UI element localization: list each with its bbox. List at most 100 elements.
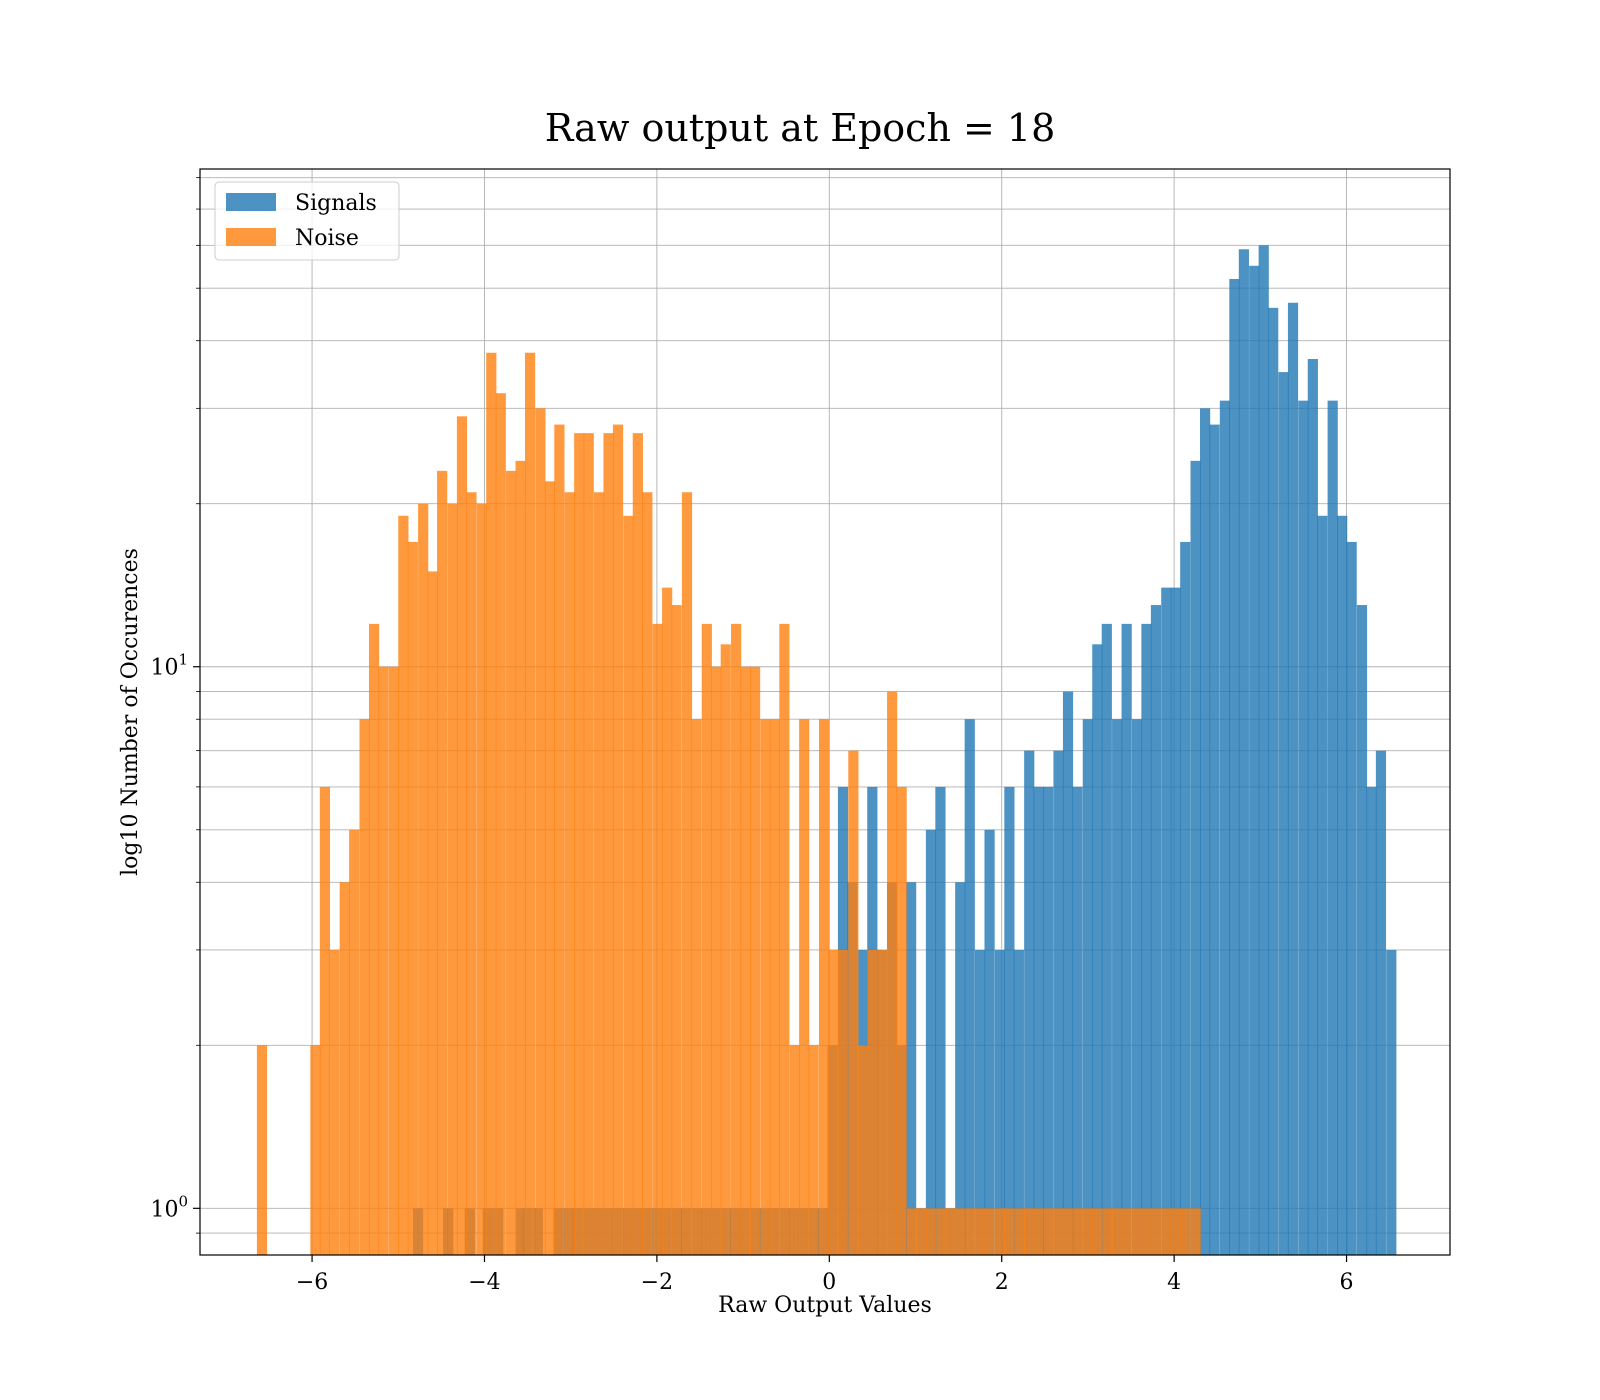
histogram-bar: [378, 666, 389, 1255]
histogram-bar: [1033, 786, 1044, 1255]
chart-title: Raw output at Epoch = 18: [545, 106, 1056, 150]
histogram-bar: [407, 541, 418, 1255]
histogram-bar: [1141, 1208, 1152, 1255]
x-tick-label: 4: [1167, 1270, 1181, 1295]
histogram-bar: [1317, 515, 1328, 1255]
histogram-bar: [437, 470, 448, 1256]
histogram-bar: [1053, 1208, 1064, 1255]
histogram-bar: [525, 352, 536, 1255]
x-tick-label: 6: [1340, 1270, 1354, 1295]
histogram-bar: [1161, 1208, 1172, 1255]
noise-bars: [256, 352, 1201, 1256]
histogram-bar: [935, 786, 946, 1255]
histogram-bar: [642, 492, 653, 1255]
histogram-bar: [1121, 1208, 1132, 1255]
histogram-bar: [740, 666, 751, 1255]
histogram-bar: [1190, 1208, 1201, 1255]
histogram-bar: [456, 416, 468, 1256]
histogram-bar: [720, 644, 731, 1255]
x-tick-label: 2: [995, 1270, 1009, 1295]
histogram-bar: [1062, 691, 1074, 1255]
histogram-bar: [701, 623, 712, 1255]
histogram-bar: [1092, 644, 1103, 1255]
histogram-bar: [652, 623, 663, 1255]
histogram-bar: [1366, 786, 1377, 1255]
y-tick-label: 100: [150, 1192, 188, 1222]
histogram-bar: [945, 1208, 956, 1255]
histogram-bar: [1150, 605, 1162, 1255]
histogram-bar: [750, 666, 761, 1255]
histogram-bar: [329, 949, 340, 1255]
histogram-bar: [1101, 623, 1112, 1255]
x-tick-label: −4: [468, 1270, 500, 1295]
histogram-bar: [398, 515, 409, 1255]
histogram-bar: [877, 949, 888, 1255]
histogram-bar: [799, 719, 810, 1255]
histogram-bar: [1082, 1208, 1093, 1255]
histogram-bar: [515, 460, 526, 1256]
histogram-bar: [427, 571, 438, 1255]
histogram-bar: [1170, 1208, 1181, 1255]
plot-frame: [199, 168, 1451, 1256]
histogram-bar: [612, 424, 624, 1256]
x-axis-ticks: −6 −4 −2 0 2 4 6: [296, 1255, 1354, 1295]
histogram-bar: [1102, 1208, 1113, 1255]
histogram-bar: [466, 492, 477, 1255]
histogram-bar: [964, 719, 975, 1255]
histogram-bar: [818, 719, 830, 1255]
histogram-bar: [1200, 408, 1211, 1256]
histogram-bar: [1043, 1208, 1055, 1255]
histogram-bar: [828, 949, 839, 1255]
y-tick-label: 101: [150, 651, 188, 681]
histogram-bar: [447, 503, 458, 1256]
histogram-bar: [731, 623, 742, 1255]
histogram-bar: [691, 719, 702, 1255]
histogram-bar: [837, 949, 849, 1255]
histogram-bar: [1024, 750, 1035, 1255]
histogram-bar: [906, 1208, 918, 1255]
histogram-bar: [1053, 750, 1064, 1255]
histogram-bar: [1150, 1208, 1162, 1255]
histogram-bar: [412, 1208, 424, 1255]
histogram-bar: [1072, 786, 1083, 1255]
histogram-bar: [1121, 623, 1132, 1255]
histogram-bar: [1209, 424, 1220, 1256]
histogram-bar: [623, 515, 634, 1255]
x-axis-label: Raw Output Values: [718, 1293, 932, 1318]
histogram-bar: [711, 666, 722, 1255]
x-tick-label: −2: [641, 1270, 673, 1295]
histogram-bar: [368, 623, 380, 1255]
histogram-bar: [965, 1208, 976, 1255]
histogram-bar: [564, 492, 575, 1255]
histogram-bar: [1386, 949, 1397, 1255]
histogram-bar: [506, 470, 517, 1256]
histogram-bar: [975, 1208, 986, 1255]
histogram-bar: [760, 719, 771, 1255]
histogram-bar: [593, 492, 605, 1255]
histogram-bar: [994, 1208, 1006, 1255]
histogram-bar: [1112, 719, 1123, 1255]
histogram-bar: [1346, 541, 1357, 1255]
histogram-bar: [887, 691, 898, 1255]
x-tick-label: −6: [296, 1270, 328, 1295]
histogram-bar: [769, 719, 781, 1255]
histogram-bar: [955, 1208, 966, 1255]
histogram-bar: [535, 408, 546, 1256]
histogram-bar: [1014, 1208, 1025, 1255]
y-axis-label: log10 Number of Occurences: [118, 548, 143, 876]
histogram-bar: [349, 829, 360, 1255]
histogram-bar: [857, 1045, 868, 1255]
histogram-bar: [1043, 786, 1054, 1255]
histogram-bar: [925, 829, 937, 1255]
histogram-bar: [1062, 1208, 1074, 1255]
histogram-bar: [1375, 750, 1387, 1255]
histogram-bar: [486, 352, 497, 1255]
legend-swatch-signals: [226, 193, 276, 211]
histogram-bar: [1092, 1208, 1103, 1255]
histogram-bar: [1170, 587, 1181, 1255]
histogram-bar: [1141, 623, 1152, 1255]
histogram-bar: [495, 393, 506, 1255]
histogram-bar: [1249, 265, 1260, 1255]
histogram-bar: [339, 882, 350, 1255]
histogram-bar: [984, 829, 995, 1255]
